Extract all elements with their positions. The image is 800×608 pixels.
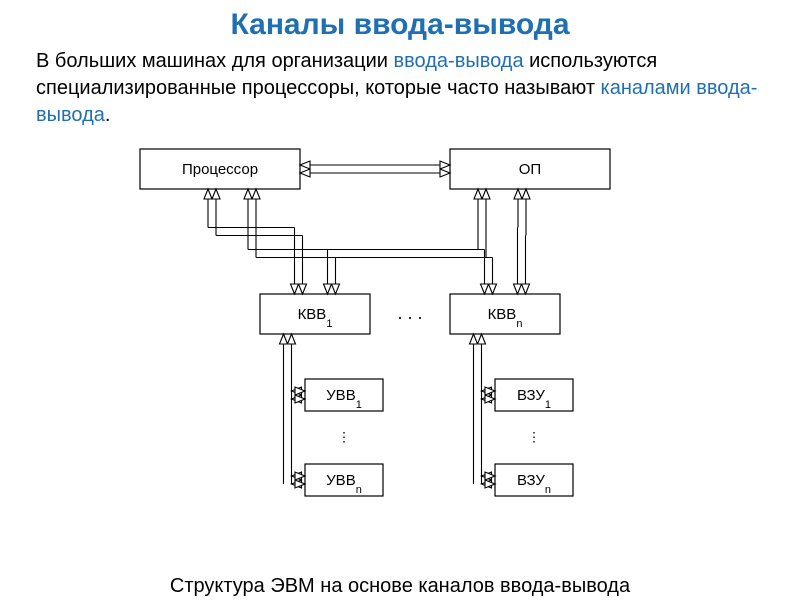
intro-part3: . xyxy=(105,104,111,126)
io-channels-diagram: ПроцессорОПКВВ1КВВnУВВ1УВВnВЗУ1ВЗУn. . .… xyxy=(50,139,750,539)
intro-text: В больших машинах для организации ввода-… xyxy=(36,48,772,129)
node-cpu-label: Процессор xyxy=(182,161,258,178)
page-title: Каналы ввода-вывода xyxy=(0,8,800,42)
vdots-uvv: ⋮ xyxy=(338,430,351,445)
intro-part1: В больших машинах для организации xyxy=(36,50,394,72)
vdots-vzu: ⋮ xyxy=(528,430,541,445)
node-op-label: ОП xyxy=(519,161,541,178)
diagram-caption: Структура ЭВМ на основе каналов ввода-вы… xyxy=(0,575,800,598)
ellipsis-kvv: . . . xyxy=(397,303,422,323)
intro-hl1: ввода-вывода xyxy=(394,50,524,72)
